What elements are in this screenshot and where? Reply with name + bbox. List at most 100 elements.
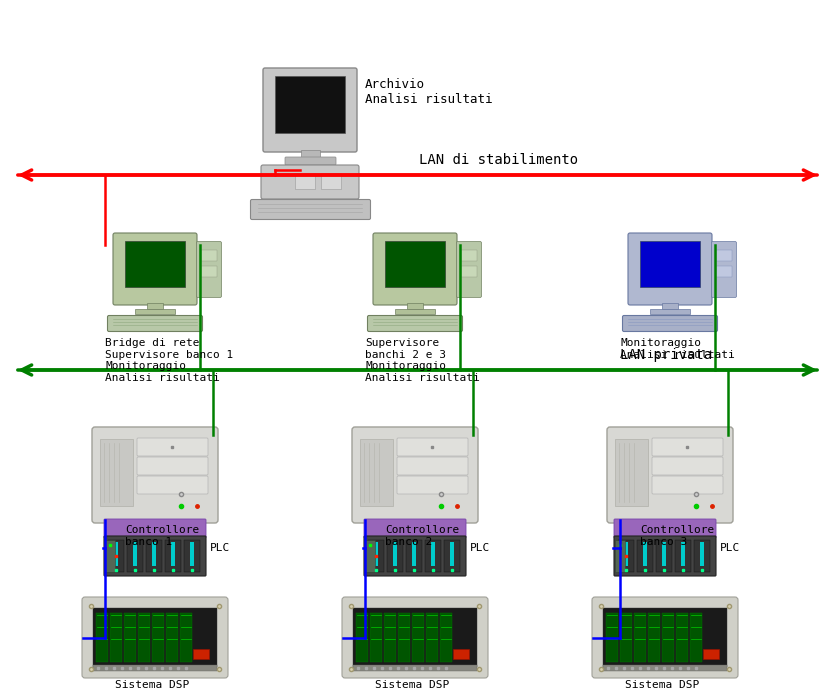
Bar xyxy=(295,173,315,189)
FancyBboxPatch shape xyxy=(457,241,482,297)
Bar xyxy=(370,613,382,662)
Bar xyxy=(96,613,108,662)
Bar xyxy=(190,542,194,566)
Bar xyxy=(100,439,133,506)
Text: LAN di stabilimento: LAN di stabilimento xyxy=(420,153,578,167)
Bar xyxy=(152,613,164,662)
Bar xyxy=(425,540,441,572)
Bar xyxy=(152,542,156,566)
Bar xyxy=(393,542,397,566)
Bar xyxy=(620,613,632,662)
Bar xyxy=(426,613,438,662)
Bar xyxy=(110,613,122,662)
Bar xyxy=(662,303,678,309)
Bar xyxy=(108,540,124,572)
FancyBboxPatch shape xyxy=(607,427,733,523)
Text: Controllore
banco 2: Controllore banco 2 xyxy=(385,525,459,546)
Bar xyxy=(615,439,648,506)
Bar xyxy=(675,540,691,572)
Bar xyxy=(135,309,175,314)
Bar xyxy=(93,608,217,667)
Bar xyxy=(166,613,178,662)
Bar xyxy=(656,540,672,572)
Bar xyxy=(184,540,200,572)
Bar xyxy=(700,542,704,566)
Bar xyxy=(365,540,375,572)
Bar xyxy=(461,250,477,261)
FancyBboxPatch shape xyxy=(104,536,206,576)
Bar xyxy=(387,540,403,572)
Bar xyxy=(384,613,396,662)
Bar xyxy=(321,173,341,189)
FancyBboxPatch shape xyxy=(373,233,457,305)
FancyBboxPatch shape xyxy=(652,457,723,475)
Bar xyxy=(368,540,384,572)
FancyBboxPatch shape xyxy=(137,457,208,475)
FancyBboxPatch shape xyxy=(652,438,723,456)
Bar xyxy=(165,540,181,572)
FancyBboxPatch shape xyxy=(82,597,228,678)
FancyBboxPatch shape xyxy=(137,476,208,494)
Bar xyxy=(407,303,423,309)
FancyBboxPatch shape xyxy=(397,457,468,475)
Bar xyxy=(127,540,143,572)
FancyBboxPatch shape xyxy=(397,476,468,494)
Bar xyxy=(133,542,137,566)
Bar xyxy=(114,542,118,566)
Bar xyxy=(643,542,647,566)
FancyBboxPatch shape xyxy=(342,597,488,678)
Text: PLC: PLC xyxy=(210,543,230,553)
Bar xyxy=(603,665,727,671)
Bar xyxy=(171,542,175,566)
Bar xyxy=(146,540,162,572)
Text: Sistema DSP: Sistema DSP xyxy=(115,680,189,690)
Bar xyxy=(395,309,435,314)
Bar xyxy=(662,613,674,662)
FancyBboxPatch shape xyxy=(92,427,218,523)
FancyBboxPatch shape xyxy=(251,199,370,220)
Bar xyxy=(637,540,653,572)
Bar xyxy=(634,613,646,662)
Bar xyxy=(201,266,217,277)
FancyBboxPatch shape xyxy=(113,233,197,305)
Bar xyxy=(201,250,217,261)
Bar xyxy=(648,613,660,662)
Text: Controllore
banco 3: Controllore banco 3 xyxy=(640,525,714,546)
Bar xyxy=(353,608,477,667)
FancyBboxPatch shape xyxy=(592,597,738,678)
FancyBboxPatch shape xyxy=(614,536,716,576)
Bar xyxy=(440,613,452,662)
Bar xyxy=(461,266,477,277)
Bar xyxy=(124,613,136,662)
Bar xyxy=(412,542,416,566)
FancyBboxPatch shape xyxy=(652,476,723,494)
Bar xyxy=(640,241,700,287)
Text: PLC: PLC xyxy=(720,543,740,553)
FancyBboxPatch shape xyxy=(711,241,737,297)
FancyBboxPatch shape xyxy=(628,233,712,305)
FancyBboxPatch shape xyxy=(623,316,717,332)
Bar xyxy=(138,613,150,662)
Bar xyxy=(301,150,320,158)
Text: Sistema DSP: Sistema DSP xyxy=(375,680,449,690)
Bar xyxy=(193,649,209,659)
FancyBboxPatch shape xyxy=(364,536,466,576)
Bar xyxy=(676,613,688,662)
FancyBboxPatch shape xyxy=(397,438,468,456)
Text: Monitoraggio
Analisi risultati: Monitoraggio Analisi risultati xyxy=(620,338,735,359)
FancyBboxPatch shape xyxy=(107,316,203,332)
Bar xyxy=(694,540,710,572)
Bar xyxy=(374,542,378,566)
Text: PLC: PLC xyxy=(470,543,490,553)
Bar xyxy=(398,613,410,662)
Text: Bridge di rete
Supervisore banco 1
Monitoraggio
Analisi risultati: Bridge di rete Supervisore banco 1 Monit… xyxy=(105,338,233,383)
Bar xyxy=(690,613,702,662)
FancyBboxPatch shape xyxy=(285,157,336,165)
FancyBboxPatch shape xyxy=(137,438,208,456)
Text: Sistema DSP: Sistema DSP xyxy=(625,680,699,690)
Bar xyxy=(180,613,192,662)
Bar xyxy=(606,613,618,662)
FancyBboxPatch shape xyxy=(364,519,466,538)
Bar xyxy=(275,76,345,133)
FancyBboxPatch shape xyxy=(368,316,463,332)
